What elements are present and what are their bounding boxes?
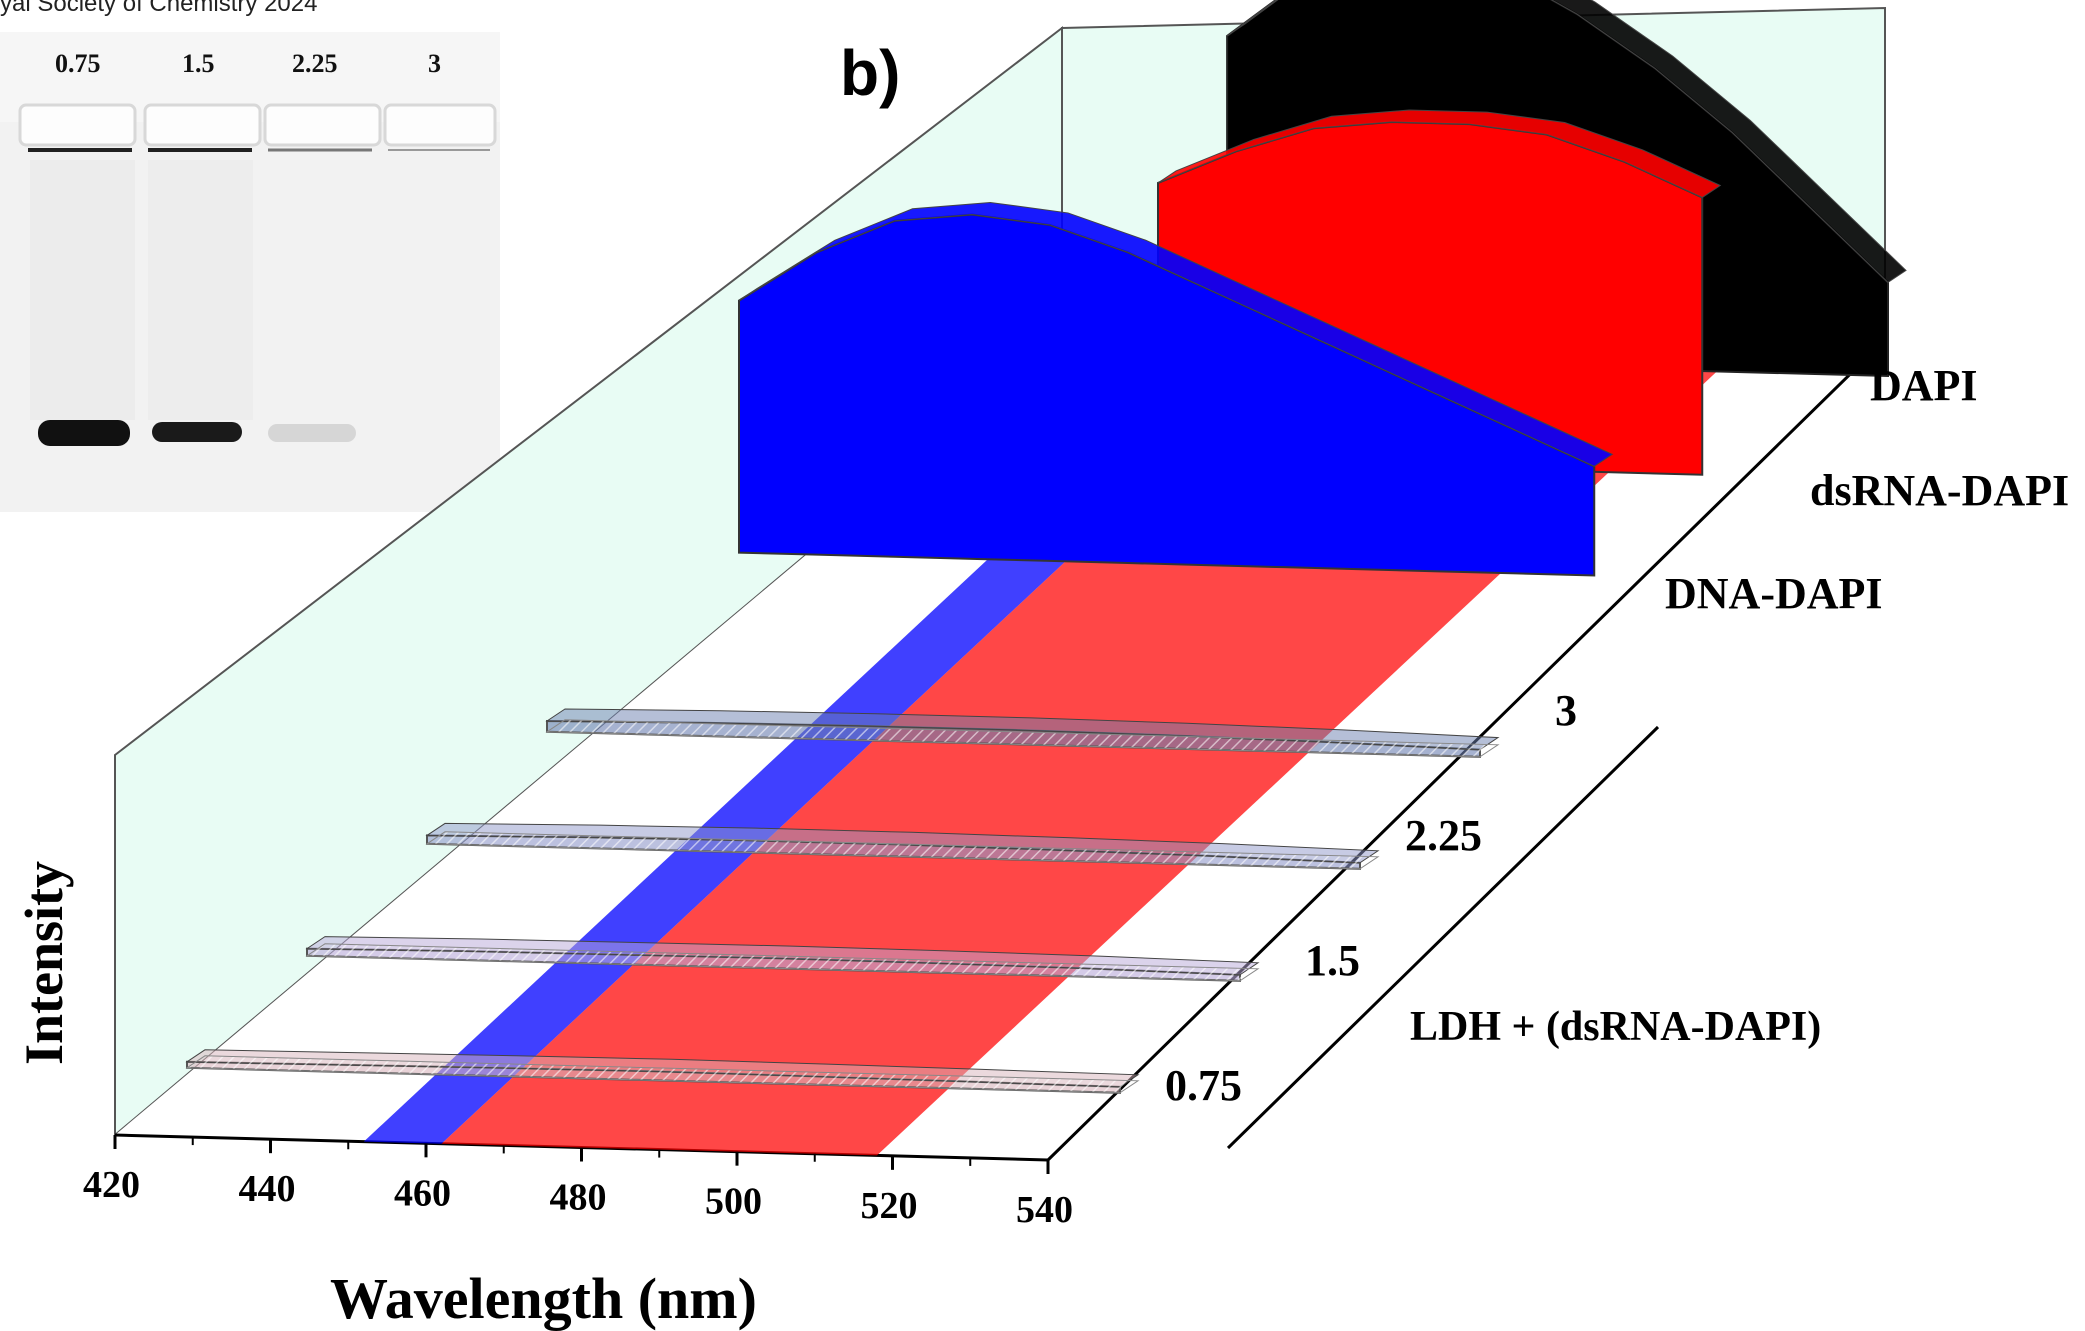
x-tick-label: 460 — [394, 1172, 451, 1214]
x-tick-label: 540 — [1016, 1189, 1073, 1231]
series-label: 0.75 — [1165, 1061, 1242, 1110]
x-axis-label: Wavelength (nm) — [330, 1266, 757, 1331]
panel-label: b) — [840, 37, 900, 109]
group-bracket — [1226, 725, 1660, 1150]
series-base-ribbon — [425, 831, 1380, 870]
series-label: 2.25 — [1405, 811, 1482, 860]
copyright-credit: yal Society of Chemistry 2024 — [0, 0, 318, 17]
series-label: 1.5 — [1305, 936, 1360, 985]
series-base-ribbon — [305, 943, 1260, 982]
x-tick-label: 440 — [239, 1168, 296, 1210]
gel-lane-label: 3 — [428, 49, 441, 78]
x-tick-label: 520 — [861, 1185, 918, 1227]
gel-lane-label: 0.75 — [55, 49, 101, 78]
spectra — [185, 0, 1907, 1094]
series-label: 3 — [1555, 686, 1577, 735]
series-base-ribbon — [545, 719, 1500, 758]
y-axis-label: Intensity — [14, 861, 74, 1065]
x-tick-label: 500 — [705, 1181, 762, 1223]
series-label: DNA-DAPI — [1665, 569, 1883, 618]
x-axis: 420 440 460 480 500 520 540 — [83, 1135, 1073, 1231]
gel-inset: 0.75 1.5 2.25 3 — [0, 32, 500, 512]
gel-lane-label: 2.25 — [292, 49, 338, 78]
series-label: dsRNA-DAPI — [1810, 466, 2069, 515]
group-label: LDH + (dsRNA-DAPI) — [1410, 1004, 1821, 1050]
series-ribbon — [545, 708, 1500, 751]
x-tick-label: 420 — [83, 1164, 140, 1206]
series-ribbon — [1226, 0, 1907, 284]
series-base-ribbon — [185, 1055, 1140, 1094]
x-tick-label: 480 — [550, 1177, 607, 1219]
gel-lane-label: 1.5 — [182, 49, 215, 78]
series-label: DAPI — [1870, 361, 1978, 410]
series-ribbon — [738, 201, 1614, 467]
series-ribbon — [1157, 109, 1722, 199]
series-labels: DAPI dsRNA-DAPI DNA-DAPI 3 2.25 1.5 0.75 — [1165, 361, 2069, 1110]
